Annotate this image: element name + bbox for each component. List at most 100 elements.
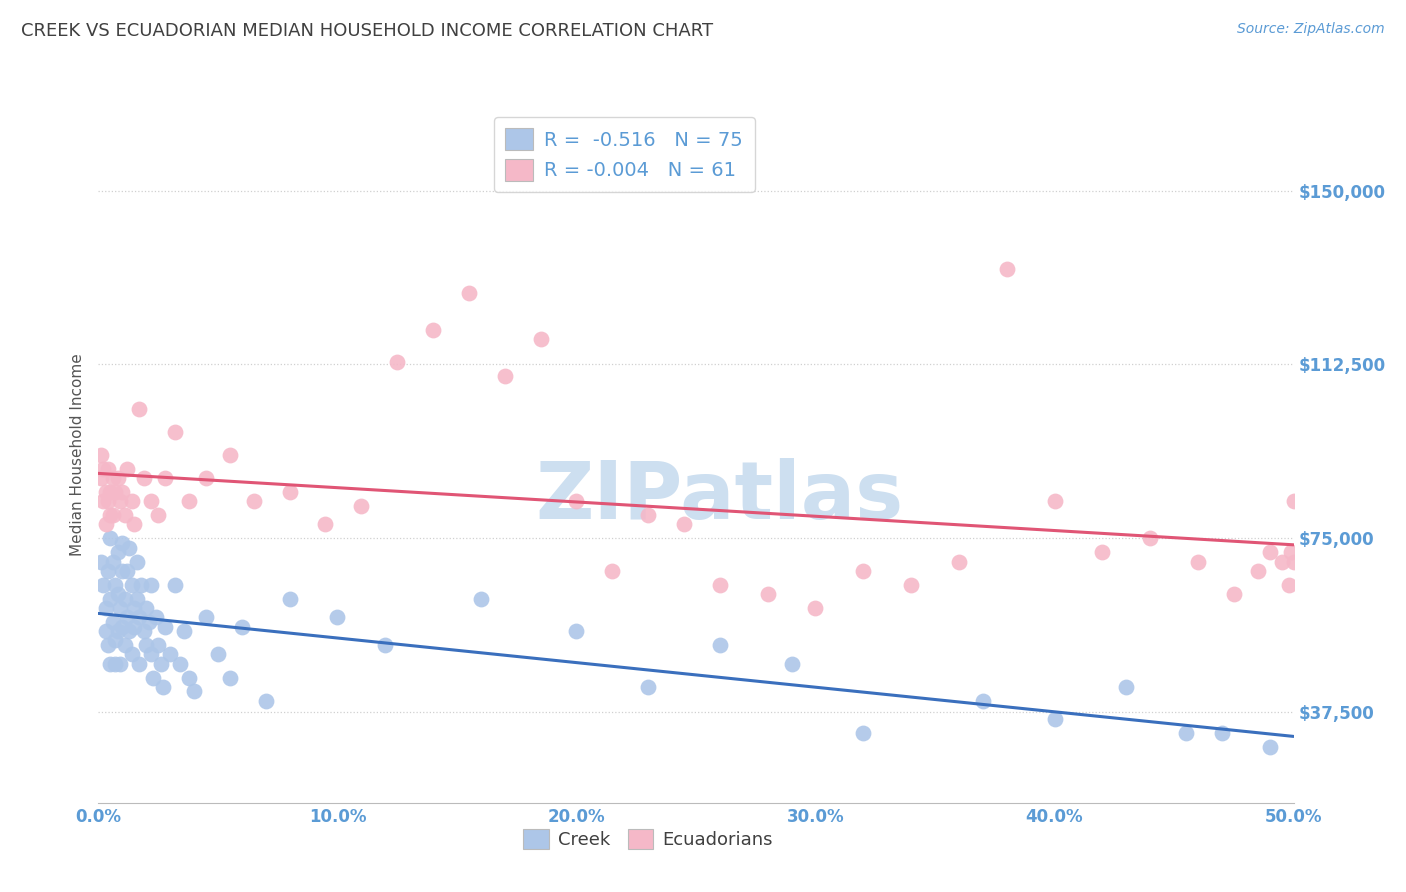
Point bbox=[169, 657, 191, 671]
Point bbox=[1247, 564, 1270, 578]
Point bbox=[602, 564, 624, 578]
Point bbox=[326, 610, 349, 624]
Point bbox=[114, 591, 136, 606]
Point bbox=[94, 624, 117, 639]
Point bbox=[124, 601, 146, 615]
Point bbox=[91, 578, 114, 592]
Point bbox=[90, 471, 112, 485]
Point bbox=[128, 610, 150, 624]
Point bbox=[530, 332, 553, 346]
Point bbox=[115, 610, 138, 624]
Point bbox=[114, 638, 136, 652]
Point bbox=[104, 657, 127, 671]
Point bbox=[107, 587, 129, 601]
Point bbox=[94, 601, 117, 615]
Point bbox=[900, 578, 922, 592]
Point bbox=[673, 517, 696, 532]
Point bbox=[852, 726, 875, 740]
Point bbox=[494, 369, 516, 384]
Point bbox=[148, 508, 170, 523]
Point bbox=[118, 624, 141, 639]
Point bbox=[231, 619, 253, 633]
Point bbox=[219, 448, 242, 462]
Point bbox=[142, 671, 165, 685]
Point bbox=[1139, 532, 1161, 546]
Point bbox=[1043, 712, 1066, 726]
Point bbox=[315, 517, 337, 532]
Point bbox=[1258, 740, 1281, 755]
Point bbox=[385, 355, 409, 369]
Point bbox=[98, 532, 122, 546]
Point bbox=[104, 633, 127, 648]
Point bbox=[1115, 680, 1137, 694]
Point bbox=[1223, 587, 1246, 601]
Point bbox=[972, 694, 994, 708]
Point bbox=[422, 323, 444, 337]
Point bbox=[135, 601, 157, 615]
Point bbox=[948, 555, 970, 569]
Point bbox=[155, 471, 177, 485]
Point bbox=[1279, 545, 1302, 559]
Point bbox=[470, 591, 492, 606]
Point bbox=[91, 462, 114, 476]
Point bbox=[108, 601, 131, 615]
Point bbox=[90, 555, 112, 569]
Point bbox=[1282, 494, 1305, 508]
Point bbox=[94, 485, 117, 500]
Point bbox=[131, 578, 153, 592]
Point bbox=[709, 578, 731, 592]
Point bbox=[128, 401, 150, 416]
Point bbox=[111, 619, 134, 633]
Point bbox=[121, 578, 143, 592]
Point bbox=[155, 619, 177, 633]
Point bbox=[195, 610, 218, 624]
Point bbox=[278, 591, 301, 606]
Point bbox=[1278, 578, 1301, 592]
Point bbox=[195, 471, 218, 485]
Point bbox=[350, 499, 373, 513]
Point bbox=[108, 494, 131, 508]
Point bbox=[163, 425, 186, 439]
Point bbox=[139, 494, 162, 508]
Point bbox=[1175, 726, 1198, 740]
Point bbox=[637, 680, 659, 694]
Point bbox=[278, 485, 301, 500]
Point bbox=[138, 615, 160, 629]
Point bbox=[98, 508, 122, 523]
Point bbox=[101, 508, 124, 523]
Point bbox=[139, 648, 162, 662]
Point bbox=[97, 462, 120, 476]
Text: Source: ZipAtlas.com: Source: ZipAtlas.com bbox=[1237, 22, 1385, 37]
Point bbox=[173, 624, 195, 639]
Point bbox=[101, 555, 124, 569]
Legend: Creek, Ecuadorians: Creek, Ecuadorians bbox=[516, 822, 780, 856]
Point bbox=[107, 624, 129, 639]
Point bbox=[101, 471, 124, 485]
Point bbox=[135, 638, 157, 652]
Point bbox=[1091, 545, 1114, 559]
Point bbox=[94, 517, 117, 532]
Point bbox=[125, 555, 148, 569]
Point bbox=[98, 657, 122, 671]
Point bbox=[101, 615, 124, 629]
Point bbox=[152, 680, 174, 694]
Point bbox=[98, 591, 122, 606]
Point bbox=[183, 684, 205, 698]
Point bbox=[125, 591, 148, 606]
Point bbox=[756, 587, 779, 601]
Point bbox=[90, 448, 112, 462]
Point bbox=[780, 657, 803, 671]
Point bbox=[132, 471, 155, 485]
Point bbox=[121, 648, 143, 662]
Point bbox=[121, 494, 143, 508]
Point bbox=[207, 648, 229, 662]
Point bbox=[98, 485, 122, 500]
Point bbox=[1187, 555, 1209, 569]
Point bbox=[139, 578, 162, 592]
Point bbox=[115, 462, 138, 476]
Point bbox=[91, 494, 114, 508]
Point bbox=[458, 285, 481, 300]
Point bbox=[114, 508, 136, 523]
Point bbox=[111, 485, 134, 500]
Point bbox=[104, 578, 127, 592]
